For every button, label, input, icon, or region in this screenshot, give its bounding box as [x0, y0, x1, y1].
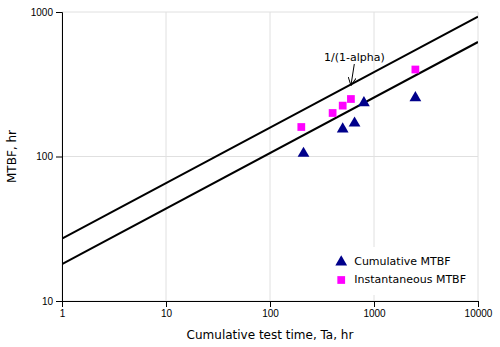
line [62, 42, 478, 264]
tick-mark [270, 301, 271, 307]
x-axis-title: Cumulative test time, Ta, hr [187, 328, 354, 342]
point [298, 147, 310, 157]
y-axis: 10 100 1000 [31, 7, 63, 307]
point [297, 123, 305, 131]
plot-area: 1 10 100 1000 10000 10 100 1000 1/(1-alpha) Cumul… [31, 7, 493, 319]
tick-mark [56, 12, 62, 13]
tick: 1000 [31, 7, 62, 18]
grid-line [62, 156, 478, 157]
tick-label: 1 [60, 308, 66, 319]
point [409, 91, 421, 101]
legend-label: Instantaneous MTBF [354, 273, 466, 286]
tick-label: 100 [36, 151, 53, 162]
tick-label: 10 [42, 296, 54, 307]
grid [62, 12, 478, 301]
point [358, 96, 370, 106]
chart: 1 10 100 1000 10000 10 100 1000 1/(1-alpha) Cumul… [0, 0, 500, 347]
legend-label: Cumulative MTBF [354, 255, 450, 268]
legend-background [328, 247, 472, 295]
tick-mark [56, 301, 62, 302]
legend: Cumulative MTBF Instantaneous MTBF [328, 247, 472, 295]
tick-label: 1000 [31, 7, 54, 18]
legend-symbol [335, 255, 347, 265]
point [339, 102, 347, 110]
axis-line [63, 302, 479, 308]
tick: 100 [262, 301, 279, 319]
tick-mark [478, 301, 479, 307]
tick-mark [56, 157, 62, 158]
point [412, 66, 420, 74]
axis-line [56, 13, 63, 302]
tick-mark [166, 301, 167, 307]
tick: 10 [42, 296, 62, 307]
tick-label: 10 [161, 308, 173, 319]
point [349, 116, 361, 126]
marks [62, 17, 478, 265]
tick: 10 [161, 301, 173, 319]
point [329, 109, 337, 117]
annotation: 1/(1-alpha) [324, 51, 385, 64]
annotation-arrow [351, 64, 354, 85]
tick-label: 1000 [363, 308, 386, 319]
tick: 10000 [465, 301, 493, 319]
y-axis-title: MTBF, hr [5, 130, 19, 183]
point [347, 95, 355, 103]
tick: 100 [36, 151, 62, 162]
line [62, 17, 478, 239]
tick: 1000 [363, 301, 386, 319]
tick-label: 10000 [465, 308, 493, 319]
legend-symbol [337, 276, 345, 284]
tick-label: 100 [262, 308, 279, 319]
tick: 1 [60, 301, 66, 319]
tick-mark [374, 301, 375, 307]
x-axis: 1 10 100 1000 10000 [60, 301, 493, 319]
point [337, 122, 349, 132]
grid-line [62, 12, 478, 13]
